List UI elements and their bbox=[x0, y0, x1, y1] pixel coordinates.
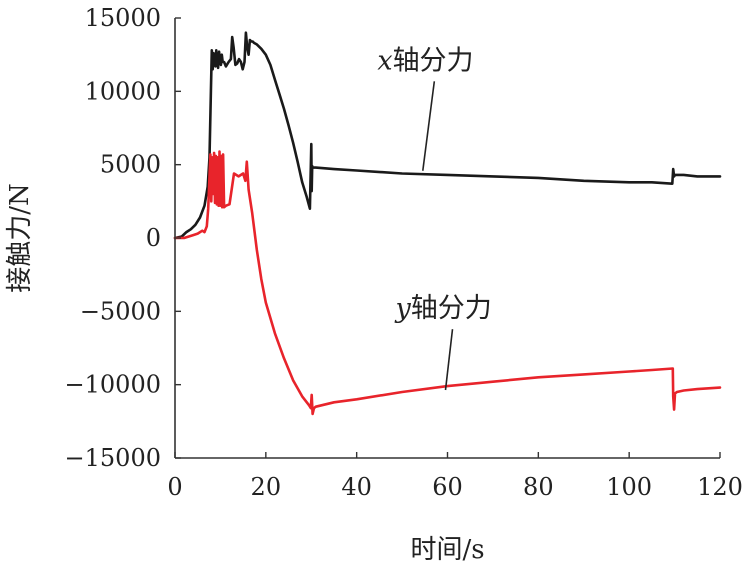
x-tick-label: 80 bbox=[523, 473, 554, 501]
y-tick-label: −15000 bbox=[65, 444, 161, 472]
y-tick-label: 5000 bbox=[100, 151, 161, 179]
y-tick-label: −10000 bbox=[65, 371, 161, 399]
series-layer bbox=[173, 31, 722, 416]
x-tick-label: 100 bbox=[606, 473, 652, 501]
series-line-x-force bbox=[173, 31, 722, 240]
x-ticks: 0 20 40 60 80 100 120 bbox=[167, 452, 743, 501]
x-tick-label: 20 bbox=[251, 473, 282, 501]
y-tick-label: 10000 bbox=[85, 77, 161, 105]
axes-layer: 0 20 40 60 80 100 120 −15000 −10000 −5000 0 5000 10… bbox=[65, 4, 743, 501]
y-tick-label: 15000 bbox=[85, 4, 161, 32]
series-label-text: 轴分力 bbox=[411, 293, 492, 324]
x-tick-label: 0 bbox=[167, 473, 182, 501]
y-axis-label: 接触力/N bbox=[5, 183, 35, 293]
x-tick-label: 120 bbox=[697, 473, 743, 501]
x-tick-label: 60 bbox=[432, 473, 463, 501]
y-tick-label: −5000 bbox=[80, 297, 161, 325]
series-label-variable: y bbox=[395, 293, 412, 324]
leader-line-y-force bbox=[444, 329, 454, 391]
series-line-y-force bbox=[173, 150, 722, 416]
series-label-x-force: x轴分力 bbox=[377, 45, 473, 76]
series-label-variable: x bbox=[377, 45, 392, 76]
x-axis-label: 时间/s bbox=[410, 535, 484, 565]
series-label-text: 轴分力 bbox=[393, 45, 474, 76]
leader-line-x-force bbox=[421, 81, 436, 171]
x-tick-label: 40 bbox=[341, 473, 372, 501]
y-tick-label: 0 bbox=[146, 224, 161, 252]
series-label-y-force: y轴分力 bbox=[395, 293, 492, 324]
y-ticks: −15000 −10000 −5000 0 5000 10000 15000 bbox=[65, 4, 181, 472]
